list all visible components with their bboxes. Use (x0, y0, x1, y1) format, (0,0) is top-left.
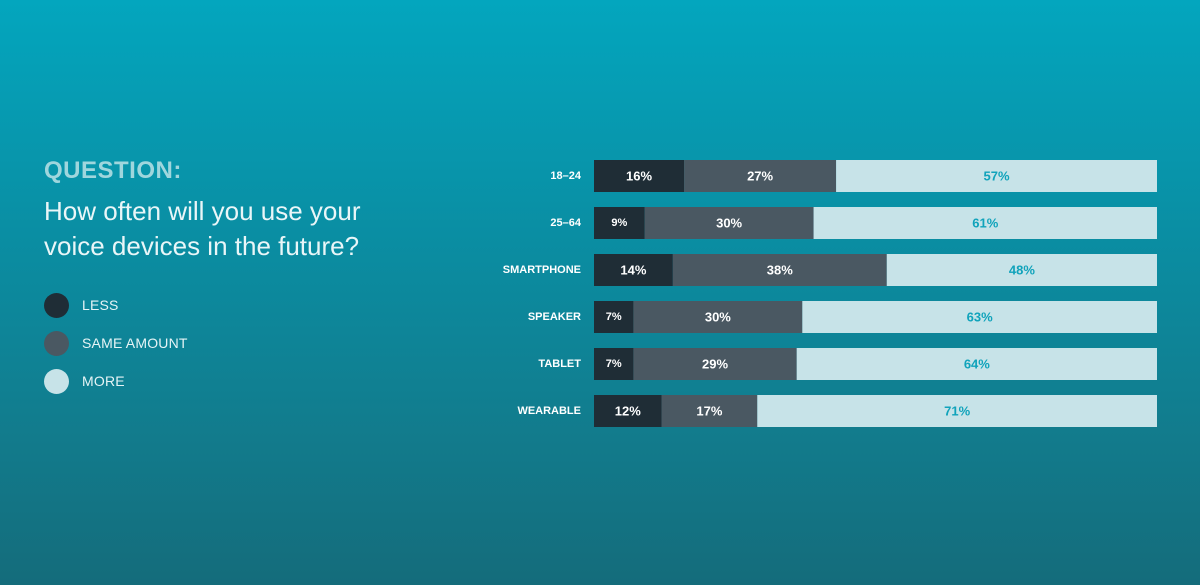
legend-label-same-amount: SAME AMOUNT (82, 335, 188, 351)
data-label-18-24-same-amount: 27% (747, 169, 773, 184)
data-label-wearable-same-amount: 17% (696, 404, 722, 419)
bar-speaker-less (594, 301, 634, 333)
bar-wearable-more (757, 395, 1157, 427)
bar-smartphone-more (886, 254, 1157, 286)
category-label-wearable: WEARABLE (517, 405, 581, 417)
data-label-smartphone-same-amount: 38% (767, 263, 793, 278)
data-label-smartphone-less: 14% (620, 263, 646, 278)
bar-tablet-more (796, 348, 1157, 380)
bar-25-64-less (594, 207, 645, 239)
bar-smartphone-same-amount (672, 254, 887, 286)
legend-swatch-same-amount (44, 330, 69, 356)
bar-25-64-same-amount (644, 207, 814, 239)
question-panel: QUESTION: How often will you use your vo… (44, 156, 464, 264)
legend-item-more: MORE (44, 368, 188, 394)
data-label-tablet-less: 7% (606, 358, 622, 370)
legend-label-less: LESS (82, 297, 119, 313)
category-label-speaker: SPEAKER (528, 311, 581, 323)
question-label: QUESTION: (44, 157, 182, 184)
bar-18-24-less (594, 160, 685, 192)
data-label-25-64-more: 61% (972, 216, 998, 231)
bar-speaker-same-amount (633, 301, 803, 333)
data-label-tablet-same-amount: 29% (702, 357, 728, 372)
bar-wearable-less (594, 395, 662, 427)
data-label-speaker-more: 63% (967, 310, 993, 325)
bar-tablet-same-amount (633, 348, 797, 380)
category-label-25-64: 25–64 (550, 217, 581, 229)
legend-swatch-less (44, 292, 69, 318)
data-label-18-24-more: 57% (984, 169, 1010, 184)
bar-25-64-more (813, 207, 1157, 239)
bar-18-24-same-amount (684, 160, 837, 192)
legend-item-less: LESS (44, 292, 188, 318)
question-text: How often will you use your voice device… (44, 196, 361, 261)
bar-tablet-less (594, 348, 634, 380)
bar-smartphone-less (594, 254, 673, 286)
category-label-smartphone: SMARTPHONE (503, 264, 581, 276)
data-label-tablet-more: 64% (964, 357, 990, 372)
bar-18-24-more (836, 160, 1157, 192)
data-label-18-24-less: 16% (626, 169, 652, 184)
category-label-18-24: 18–24 (550, 170, 581, 182)
legend-swatch-more (44, 368, 69, 394)
category-label-tablet: TABLET (538, 358, 581, 370)
data-label-25-64-less: 9% (611, 217, 627, 229)
legend: LESS SAME AMOUNT MORE (44, 292, 188, 406)
data-label-smartphone-more: 48% (1009, 263, 1035, 278)
data-label-25-64-same-amount: 30% (716, 216, 742, 231)
legend-item-same-amount: SAME AMOUNT (44, 330, 188, 356)
data-label-speaker-same-amount: 30% (705, 310, 731, 325)
bar-speaker-more (802, 301, 1157, 333)
legend-label-more: MORE (82, 373, 125, 389)
bar-wearable-same-amount (661, 395, 758, 427)
data-label-wearable-more: 71% (944, 404, 970, 419)
data-label-speaker-less: 7% (606, 311, 622, 323)
data-label-wearable-less: 12% (615, 404, 641, 419)
